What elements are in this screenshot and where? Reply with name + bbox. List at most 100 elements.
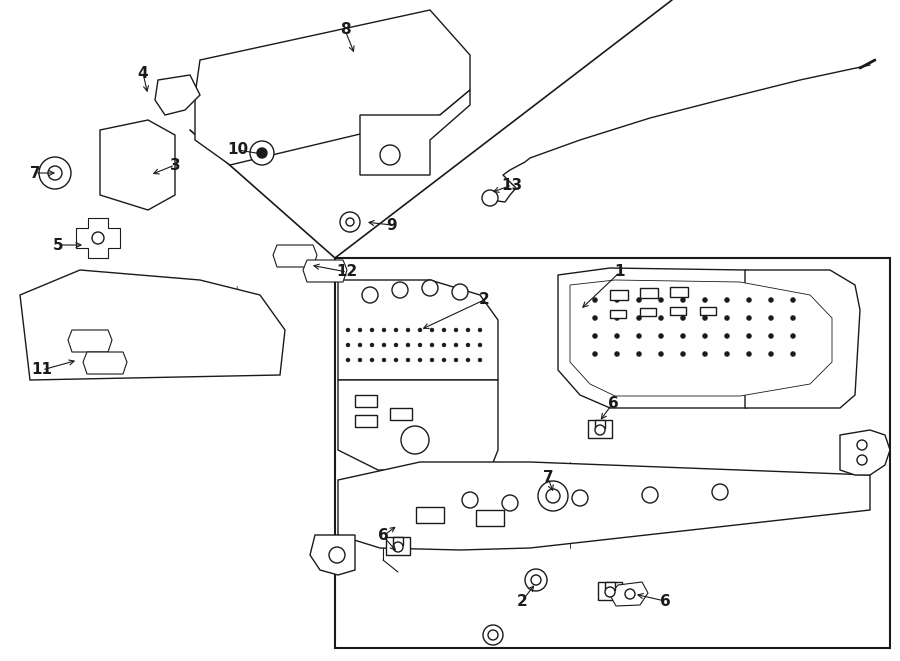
Circle shape [92,232,104,244]
Circle shape [790,315,796,321]
Polygon shape [83,352,127,374]
Circle shape [466,343,470,347]
Circle shape [769,315,773,321]
Circle shape [442,358,446,362]
Circle shape [724,315,730,321]
Polygon shape [195,10,470,165]
Text: 6: 6 [608,395,618,410]
Circle shape [346,343,350,347]
Circle shape [382,328,386,332]
Polygon shape [338,280,498,380]
Circle shape [592,315,598,321]
Circle shape [329,547,345,563]
Circle shape [257,148,267,158]
Polygon shape [840,430,890,475]
Circle shape [483,625,503,645]
Circle shape [703,297,707,303]
Circle shape [703,352,707,356]
Circle shape [478,343,482,347]
Text: 10: 10 [228,143,248,157]
Circle shape [418,343,422,347]
Polygon shape [303,260,347,282]
Circle shape [703,334,707,338]
Polygon shape [100,120,175,210]
Circle shape [382,358,386,362]
Circle shape [482,190,498,206]
Circle shape [346,358,350,362]
Bar [355,395,377,407]
Circle shape [769,297,773,303]
Polygon shape [558,268,840,408]
Circle shape [418,328,422,332]
Circle shape [362,287,378,303]
Bar [476,510,504,526]
Circle shape [466,358,470,362]
Circle shape [724,297,730,303]
Circle shape [478,328,482,332]
Polygon shape [338,462,870,550]
Circle shape [406,343,410,347]
Polygon shape [273,245,317,267]
Circle shape [592,334,598,338]
Circle shape [546,489,560,503]
Circle shape [370,343,374,347]
Bar [390,408,412,420]
Circle shape [615,297,619,303]
Circle shape [466,328,470,332]
Circle shape [605,587,615,597]
Circle shape [454,358,458,362]
Text: 4: 4 [138,65,148,81]
Circle shape [615,315,619,321]
Bar [640,288,658,298]
Circle shape [572,490,588,506]
Circle shape [746,297,751,303]
Circle shape [380,145,400,165]
Circle shape [370,358,374,362]
Circle shape [394,343,398,347]
Circle shape [502,495,518,511]
Bar [416,507,444,523]
Text: 9: 9 [387,217,397,233]
Circle shape [703,315,707,321]
Circle shape [769,352,773,356]
Circle shape [340,212,360,232]
Circle shape [358,328,362,332]
Circle shape [394,328,398,332]
Circle shape [422,280,438,296]
Circle shape [595,425,605,435]
Circle shape [452,284,468,300]
Circle shape [746,352,751,356]
Circle shape [636,352,642,356]
Circle shape [790,334,796,338]
Circle shape [358,343,362,347]
Circle shape [659,352,663,356]
Circle shape [680,297,686,303]
Circle shape [636,334,642,338]
Bar [605,582,615,590]
Circle shape [370,328,374,332]
Text: 1: 1 [615,264,626,280]
Circle shape [642,487,658,503]
Bar [598,582,622,600]
Bar [595,420,605,428]
Polygon shape [360,90,470,175]
Circle shape [462,492,478,508]
Bar [700,307,716,315]
Polygon shape [20,270,285,380]
Bar [610,310,626,318]
Circle shape [392,282,408,298]
Circle shape [592,297,598,303]
Circle shape [592,352,598,356]
Circle shape [724,352,730,356]
Circle shape [615,352,619,356]
Text: 2: 2 [479,293,490,307]
Polygon shape [745,270,860,408]
Circle shape [478,358,482,362]
Text: 2: 2 [517,594,527,609]
Circle shape [442,328,446,332]
Bar [335,258,890,648]
Polygon shape [570,280,832,396]
Circle shape [358,358,362,362]
Circle shape [659,334,663,338]
Bar [640,308,656,316]
